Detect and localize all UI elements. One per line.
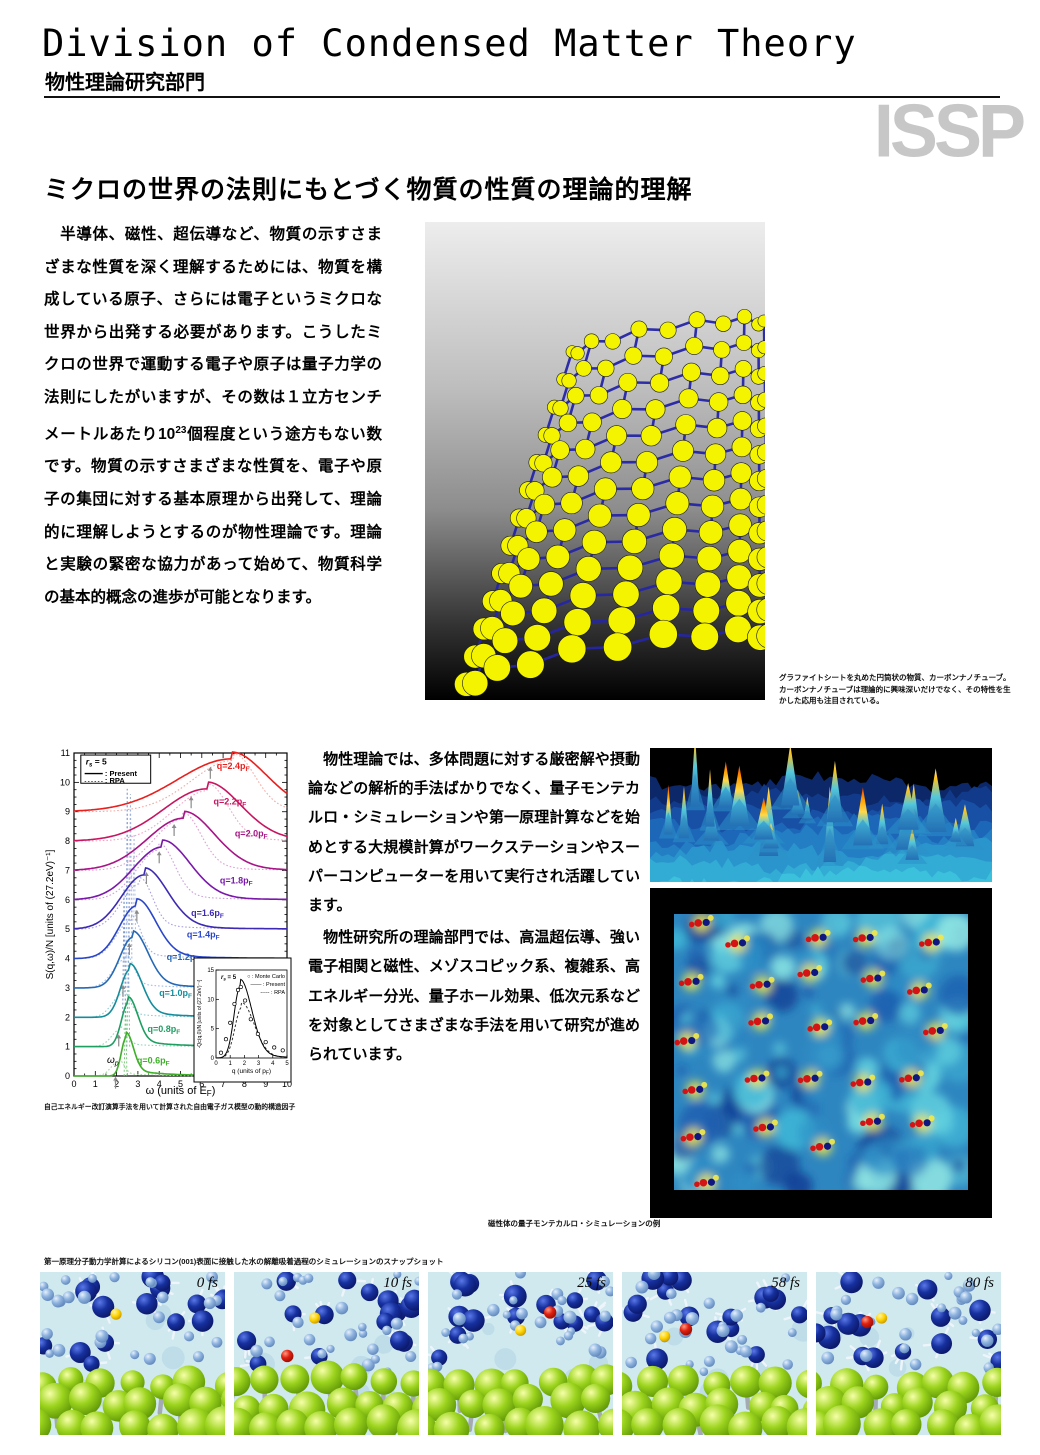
svg-text:q=1.6pF: q=1.6pF bbox=[191, 908, 224, 920]
svg-text:rs = 5: rs = 5 bbox=[221, 975, 237, 982]
snapshot-time-label: 58 fs bbox=[771, 1275, 800, 1291]
svg-text:8: 8 bbox=[242, 1079, 247, 1089]
body-paragraph-methods: 物性理論では、多体問題に対する厳密解や摂動論などの解析的手法ばかりでなく、量子モ… bbox=[308, 751, 640, 915]
svg-text:0: 0 bbox=[71, 1079, 76, 1089]
svg-text:2: 2 bbox=[114, 1079, 119, 1089]
svg-text:q=2.2pF: q=2.2pF bbox=[214, 796, 247, 808]
svg-text:15: 15 bbox=[207, 968, 214, 974]
intro-text-1: 半導体、磁性、超伝導など、物質の示すさまざまな性質を深く理解するためには、物質を… bbox=[44, 226, 382, 443]
svg-text:q=2.4pF: q=2.4pF bbox=[217, 761, 250, 773]
svg-text:0: 0 bbox=[214, 1061, 218, 1067]
section-heading: ミクロの世界の法則にもとづく物質の性質の理論的理解 bbox=[44, 176, 693, 204]
header-rule bbox=[44, 96, 1000, 98]
issp-watermark: ISSP bbox=[873, 89, 1026, 174]
svg-text:1: 1 bbox=[93, 1079, 98, 1089]
snapshot-time-label: 80 fs bbox=[965, 1275, 994, 1291]
svg-text:5: 5 bbox=[211, 1027, 215, 1033]
svg-text:q=1.8pF: q=1.8pF bbox=[220, 876, 253, 888]
snapshot-time-label: 0 fs bbox=[196, 1275, 218, 1291]
svg-text:5: 5 bbox=[178, 1079, 183, 1089]
body-paragraphs: 物性理論では、多体問題に対する厳密解や摂動論などの解析的手法ばかりでなく、量子モ… bbox=[308, 745, 640, 1069]
svg-text:3: 3 bbox=[257, 1061, 261, 1067]
intro-paragraph: 半導体、磁性、超伝導など、物質の示すさまざまな性質を深く理解するためには、物質を… bbox=[44, 219, 382, 614]
snapshot-frame-1: 10 fs bbox=[234, 1272, 419, 1435]
svg-text:q (units of pF): q (units of pF) bbox=[232, 1068, 271, 1077]
structure-factor-caption: 自己エネルギー改訂演算手法を用いて計算された自由電子ガス模型の動的構造因子 bbox=[44, 1104, 296, 1111]
snapshot-frame-4: 80 fs bbox=[816, 1272, 1001, 1435]
svg-text:3: 3 bbox=[65, 983, 70, 993]
svg-text:7: 7 bbox=[65, 865, 70, 875]
svg-text:0: 0 bbox=[65, 1071, 70, 1081]
svg-text:q=0.8pF: q=0.8pF bbox=[147, 1024, 180, 1036]
svg-text:1: 1 bbox=[229, 1061, 233, 1067]
svg-text:1: 1 bbox=[65, 1042, 70, 1052]
svg-text:4: 4 bbox=[65, 954, 70, 964]
svg-text:7: 7 bbox=[221, 1079, 226, 1089]
svg-text:: Present: : Present bbox=[105, 769, 138, 778]
page-title: Division of Condensed Matter Theory bbox=[42, 22, 857, 65]
svg-text:q=1.4pF: q=1.4pF bbox=[187, 929, 220, 941]
svg-text:3: 3 bbox=[135, 1079, 140, 1089]
svg-text:ω (units of EF): ω (units of EF) bbox=[146, 1085, 216, 1097]
svg-text:: RPA: : RPA bbox=[105, 776, 125, 785]
svg-text:10: 10 bbox=[60, 777, 70, 787]
snapshots-caption: 第一原理分子動力学計算によるシリコン(001)表面に接触した水の解離吸着過程のシ… bbox=[44, 1257, 444, 1266]
svg-text:q=1.0pF: q=1.0pF bbox=[159, 988, 192, 1000]
svg-text:2: 2 bbox=[243, 1061, 247, 1067]
snapshot-frame-0: 0 fs bbox=[40, 1272, 225, 1435]
svg-text:6: 6 bbox=[199, 1079, 204, 1089]
svg-text:10: 10 bbox=[207, 997, 214, 1003]
surface-plot-figure bbox=[650, 748, 992, 882]
intro-text-2: 個程度という途方もない数です。物質の示すさまざまな性質を、電子や原子の集団に対す… bbox=[44, 425, 382, 606]
svg-text:ωp: ωp bbox=[107, 1055, 119, 1068]
svg-text:9: 9 bbox=[65, 807, 70, 817]
snapshot-frame-2: 25 fs bbox=[428, 1272, 613, 1435]
body-paragraph-topics: 物性研究所の理論部門では、高温超伝導、強い電子相関と磁性、メゾスコピック系、複雑… bbox=[308, 929, 640, 1064]
svg-text:q=2.0pF: q=2.0pF bbox=[235, 829, 268, 841]
intro-superscript: 23 bbox=[175, 424, 187, 436]
carbon-nanotube-figure bbox=[425, 222, 765, 700]
snapshot-time-label: 10 fs bbox=[383, 1275, 412, 1291]
svg-text:5: 5 bbox=[285, 1061, 289, 1067]
svg-text:—— : Present: —— : Present bbox=[250, 982, 285, 988]
svg-text:0: 0 bbox=[211, 1056, 215, 1062]
svg-text:----- : RPA: ----- : RPA bbox=[260, 990, 285, 996]
nanotube-caption: グラファイトシートを丸めた円筒状の物質、カーボンナノチューブ。カーボンナノチュー… bbox=[779, 673, 1011, 705]
svg-text:5: 5 bbox=[65, 924, 70, 934]
svg-text:4: 4 bbox=[271, 1061, 275, 1067]
svg-text:2: 2 bbox=[65, 1012, 70, 1022]
simulation-snapshot-strip: 0 fs 10 fs 25 fs 58 fs 80 fs bbox=[40, 1272, 1001, 1435]
svg-text:S(q,ω)/N [units of (27.2eV)⁻¹: S(q,ω)/N [units of (27.2eV)⁻¹] bbox=[45, 849, 56, 979]
svg-text:10: 10 bbox=[282, 1079, 292, 1089]
qmc-caption: 磁性体の量子モンテカルロ・シミュレーションの例 bbox=[488, 1219, 661, 1228]
quantum-monte-carlo-figure bbox=[650, 888, 992, 1218]
svg-text:11: 11 bbox=[61, 748, 70, 758]
svg-text:4: 4 bbox=[157, 1079, 162, 1089]
page-subtitle-japanese: 物性理論研究部門 bbox=[45, 72, 205, 94]
svg-text:8: 8 bbox=[65, 836, 70, 846]
snapshot-time-label: 25 fs bbox=[577, 1275, 606, 1291]
structure-factor-chart: 0 1 2 3 4 5 6 7 8 9 10 0 1 2 3 4 5 6 7 8 9 10 11 ω (units of EF… bbox=[44, 745, 295, 1097]
svg-text:9: 9 bbox=[263, 1079, 268, 1089]
svg-text:6: 6 bbox=[65, 895, 70, 905]
snapshot-frame-3: 58 fs bbox=[622, 1272, 807, 1435]
svg-text:-Qc(q,0)/N [units of (27.2eV): -Qc(q,0)/N [units of (27.2eV)⁻¹] bbox=[197, 979, 203, 1048]
svg-text:q=0.6pF: q=0.6pF bbox=[137, 1056, 170, 1068]
svg-text:○ : Monte Carlo: ○ : Monte Carlo bbox=[247, 974, 285, 980]
